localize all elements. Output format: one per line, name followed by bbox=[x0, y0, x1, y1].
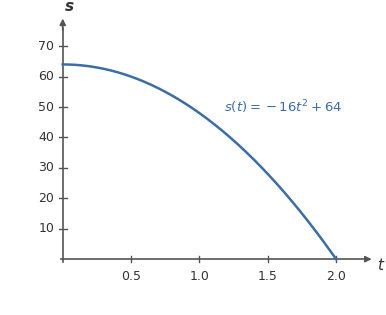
Text: 0.5: 0.5 bbox=[121, 270, 141, 284]
Text: 30: 30 bbox=[38, 161, 54, 175]
Text: 50: 50 bbox=[38, 100, 54, 113]
Text: 60: 60 bbox=[38, 70, 54, 83]
Text: 20: 20 bbox=[38, 192, 54, 205]
Text: t: t bbox=[377, 258, 383, 273]
Text: 40: 40 bbox=[38, 131, 54, 144]
Text: 1.5: 1.5 bbox=[258, 270, 278, 284]
Text: $s(t) = -16t^2 + 64$: $s(t) = -16t^2 + 64$ bbox=[224, 98, 342, 116]
Text: 1.0: 1.0 bbox=[190, 270, 209, 284]
Text: 2.0: 2.0 bbox=[326, 270, 346, 284]
Text: 70: 70 bbox=[38, 40, 54, 53]
Text: s: s bbox=[65, 0, 74, 14]
Text: 10: 10 bbox=[38, 222, 54, 235]
